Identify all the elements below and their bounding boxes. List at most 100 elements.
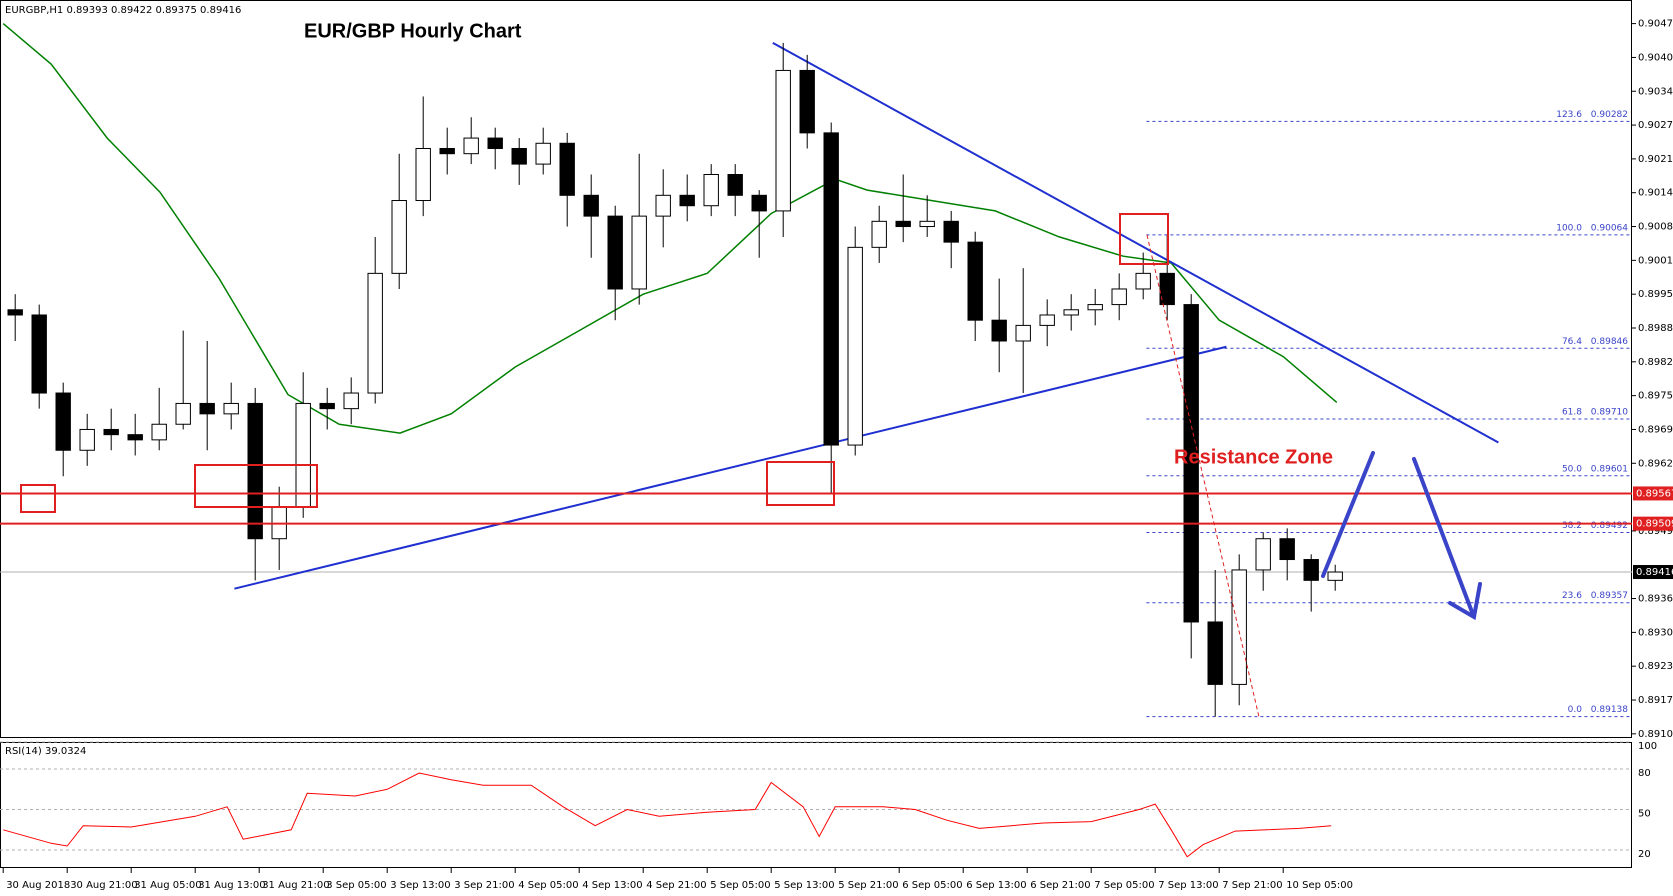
x-tick-label: 31 Aug 21:00: [262, 880, 329, 891]
candle-body: [175, 402, 191, 425]
candle-body: [1231, 569, 1247, 685]
candle-body: [871, 220, 887, 248]
candle-body: [7, 309, 23, 316]
box: [194, 464, 318, 508]
box: [766, 461, 835, 506]
rsi-tick-label: 80: [1638, 768, 1651, 779]
x-tick-label: 30 Aug 21:00: [70, 880, 137, 891]
y-tick-label: 0.89365: [1638, 594, 1673, 605]
candle-body: [583, 194, 599, 217]
candle-body: [703, 174, 719, 207]
x-tick-label: 4 Sep 21:00: [646, 880, 706, 891]
candle-body: [919, 220, 935, 228]
highlight-boxes: [20, 213, 1169, 513]
x-tick-label: 5 Sep 21:00: [838, 880, 898, 891]
rsi-line: [3, 772, 1332, 858]
candle-body: [1303, 559, 1319, 581]
rsi-label: RSI(14) 39.0324: [5, 746, 86, 757]
y-tick-label: 0.89755: [1638, 391, 1673, 402]
x-tick-label: 10 Sep 05:00: [1286, 880, 1353, 891]
rsi-tick-label: 100: [1638, 741, 1657, 752]
x-tick-label: 4 Sep 13:00: [582, 880, 642, 891]
candle-body: [655, 194, 671, 217]
box: [20, 484, 56, 513]
candle-body: [295, 402, 311, 509]
candle-body: [463, 137, 479, 155]
x-tick-label: 7 Sep 05:00: [1094, 880, 1154, 891]
y-tick-label: 0.89625: [1638, 458, 1673, 469]
y-tick-label: 0.90275: [1638, 120, 1673, 131]
candle-body: [847, 246, 863, 446]
candle-body: [415, 147, 431, 202]
candle-body: [1111, 288, 1127, 306]
price-tag-label: 0.89509: [1636, 519, 1673, 530]
candle-body: [439, 147, 455, 155]
candle-body: [151, 423, 167, 441]
arrow-up: [1321, 451, 1375, 578]
candle-body: [247, 402, 263, 540]
x-tick-label: 5 Sep 13:00: [774, 880, 834, 891]
chart-header: EURGBP,H1 0.89393 0.89422 0.89375 0.8941…: [5, 5, 241, 16]
y-tick-label: 0.89105: [1638, 729, 1673, 740]
candle-body: [967, 241, 983, 321]
x-tick-label: 30 Aug 2018: [6, 880, 70, 891]
y-tick-label: 0.90405: [1638, 52, 1673, 63]
box: [1119, 213, 1169, 265]
candle-body: [1063, 309, 1079, 316]
arrow-down: [1412, 457, 1474, 614]
trendline: [772, 41, 1499, 444]
candle-body: [823, 132, 839, 446]
y-tick-label: 0.89495: [1638, 526, 1673, 537]
candle-body: [607, 215, 623, 290]
candle-body: [1159, 272, 1175, 306]
candle-body: [535, 142, 551, 165]
candle-body: [1279, 538, 1295, 561]
candle-body: [31, 314, 47, 394]
fib-level-label: 23.6: [1562, 591, 1582, 601]
candle-body: [1015, 324, 1031, 342]
candle-body: [1087, 304, 1103, 311]
y-tick-label: 0.89235: [1638, 661, 1673, 672]
trendline: [234, 345, 1227, 590]
candle-body: [679, 194, 695, 207]
fib-level-label: 123.6: [1556, 110, 1582, 120]
candle-body: [799, 69, 815, 134]
candle-body: [775, 69, 791, 212]
x-tick-label: 6 Sep 05:00: [902, 880, 962, 891]
y-tick-label: 0.89885: [1638, 323, 1673, 334]
candle-body: [751, 194, 767, 212]
annotation: Resistance Zone: [1174, 446, 1333, 468]
x-tick-label: 4 Sep 05:00: [518, 880, 578, 891]
candle-body: [559, 142, 575, 196]
candle-body: [223, 402, 239, 415]
candle-body: [727, 174, 743, 196]
candle-body: [895, 220, 911, 228]
x-tick-label: 7 Sep 21:00: [1222, 880, 1282, 891]
candle-body: [943, 220, 959, 243]
candle-body: [127, 434, 143, 441]
fib-level-label: 61.8: [1562, 408, 1582, 418]
candle-body: [631, 215, 647, 290]
moving-average: [2, 23, 1338, 434]
candle-body: [319, 402, 335, 410]
candle-body: [1183, 304, 1199, 623]
projection-arrows: [1321, 451, 1482, 621]
rsi-tick-label: 20: [1638, 849, 1651, 860]
candle-body: [1327, 571, 1343, 581]
arrow-head: [1448, 582, 1482, 621]
x-tick-label: 3 Sep 05:00: [326, 880, 386, 891]
candle-body: [367, 272, 383, 394]
fib-price: 0.90282: [1591, 110, 1628, 120]
chart-title: EUR/GBP Hourly Chart: [304, 20, 522, 42]
x-tick-label: 7 Sep 13:00: [1158, 880, 1218, 891]
price-tag-label: 0.89567: [1636, 488, 1673, 499]
y-tick-label: 0.90015: [1638, 255, 1673, 266]
